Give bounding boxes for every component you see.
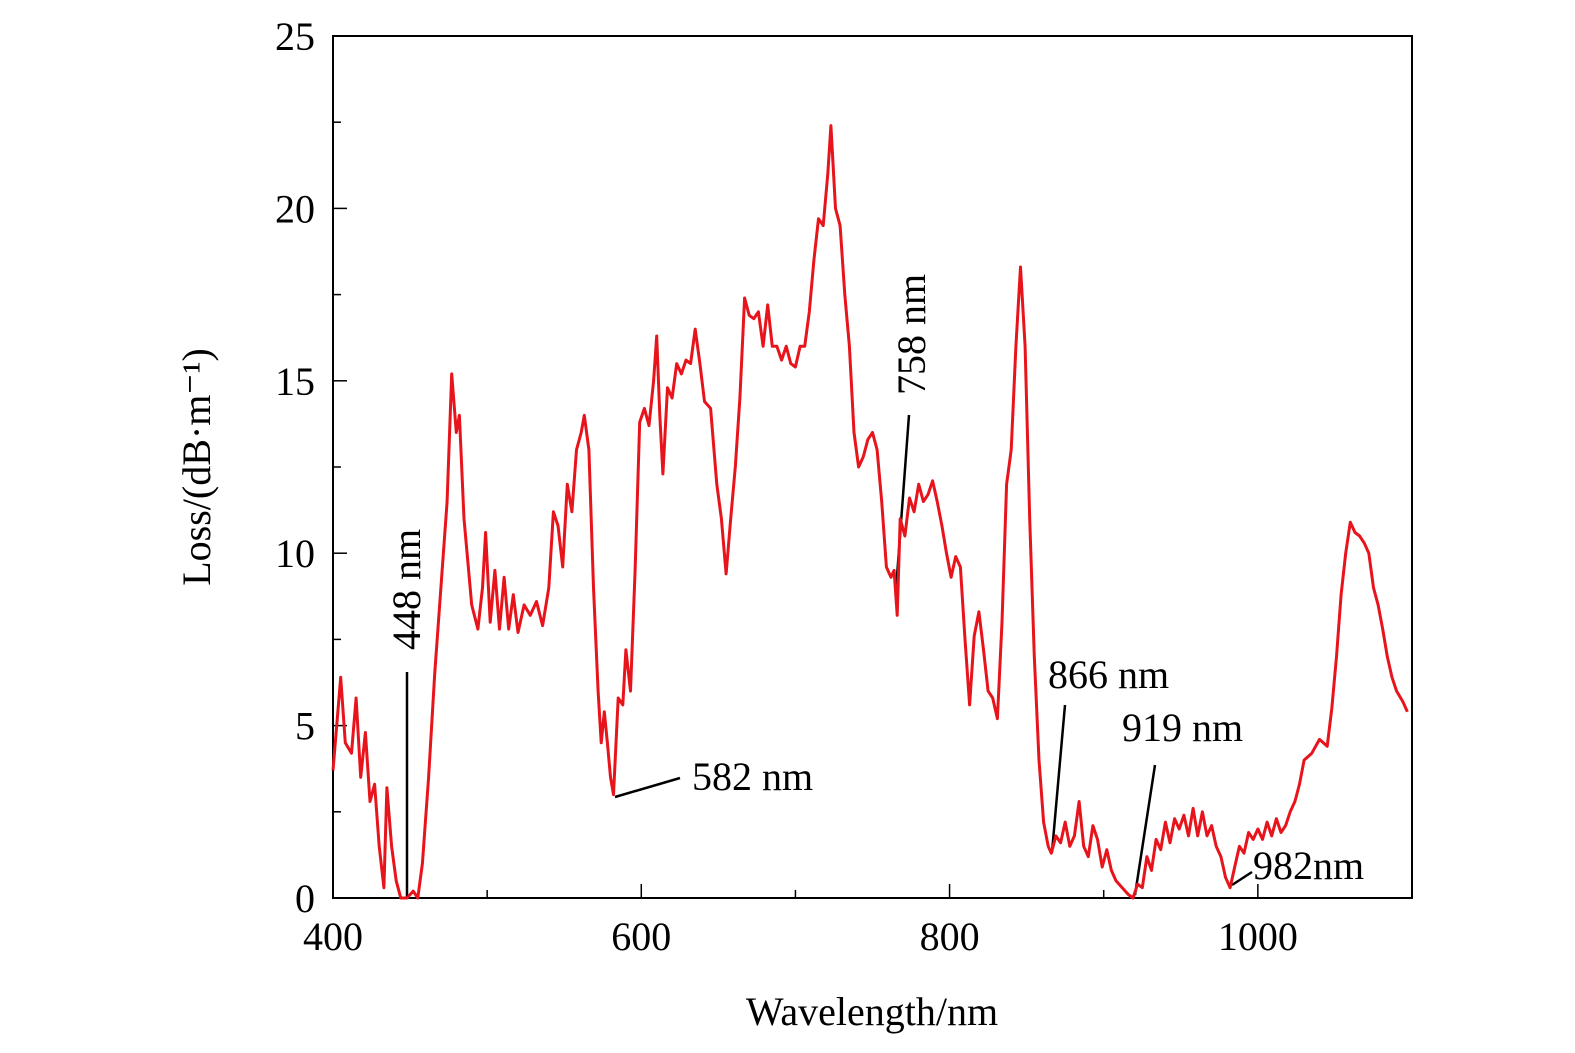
annotation: 866 nm [1048,652,1169,697]
x-tick-label: 400 [303,914,363,959]
x-tick-label: 1000 [1218,914,1298,959]
annotation: 448 nm [384,529,429,650]
x-tick-label: 600 [611,914,671,959]
y-tick-label: 20 [275,186,315,231]
leader-line [1231,870,1253,887]
y-tick-label: 15 [275,359,315,404]
x-axis-label: Wavelength/nm [746,989,998,1034]
annotation: 919 nm [1122,705,1243,750]
leader-line [1133,764,1157,896]
y-axis-label: Loss/(dB·m⁻¹) [174,348,219,586]
annotation: 758 nm [889,274,934,395]
plot-frame [332,35,1413,899]
y-tick-label: 25 [275,14,315,59]
annotation: 582 nm [692,754,813,799]
annotation: 982nm [1253,843,1364,888]
y-tick-label: 10 [275,531,315,576]
x-tick-label: 800 [920,914,980,959]
leader-line [1050,704,1067,853]
y-tick-label: 5 [295,704,315,749]
leader-line [614,776,681,799]
y-tick-label: 0 [295,876,315,921]
data-line [331,124,1409,900]
